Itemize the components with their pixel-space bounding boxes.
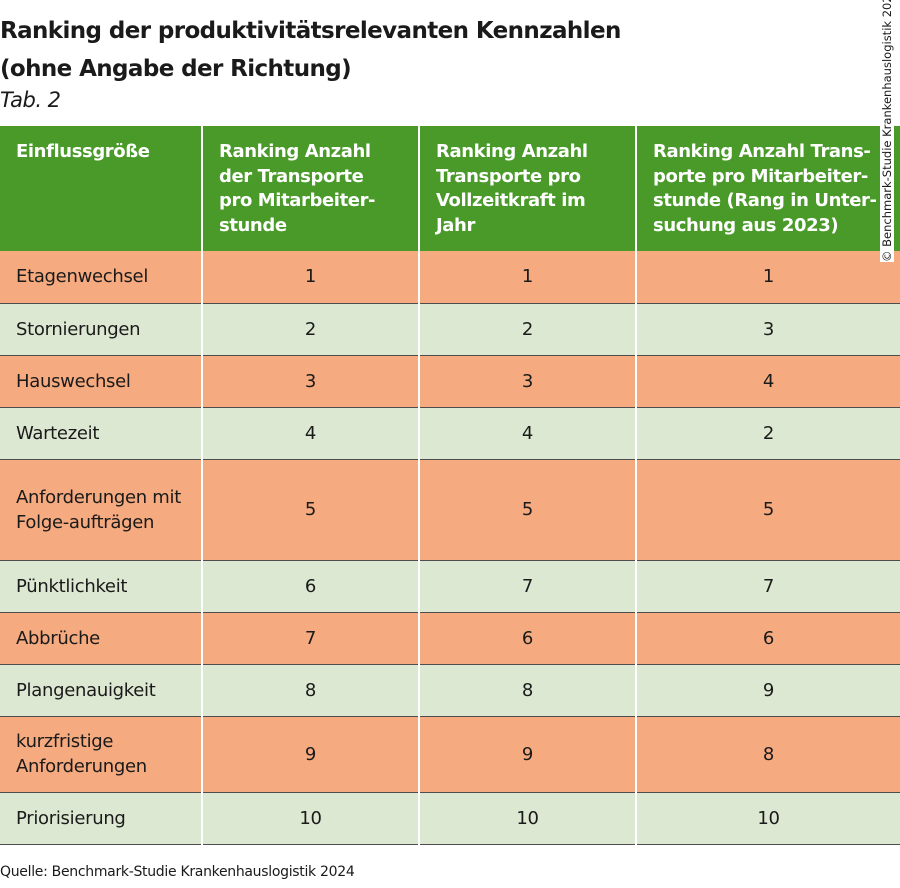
rank-per-fte-cell: 4: [419, 407, 637, 460]
rank-per-fte-cell: 7: [419, 560, 637, 613]
table-row: Pünktlichkeit 6 7 7: [0, 560, 900, 613]
rank-per-fte-cell: 1: [419, 251, 637, 304]
rank-per-fte-cell: 10: [419, 792, 637, 845]
rank-2023-cell: 2: [636, 407, 900, 460]
header-ranking-2023: Ranking Anzahl Trans-porte pro Mitarbeit…: [636, 126, 900, 251]
rank-2023-cell: 10: [636, 792, 900, 845]
title-line-2: (ohne Angabe der Richtung): [0, 56, 352, 82]
rank-per-hour-cell: 5: [202, 459, 420, 561]
rank-per-fte-cell: 9: [419, 716, 637, 793]
rank-per-hour-cell: 2: [202, 303, 420, 356]
rank-per-hour-cell: 3: [202, 355, 420, 408]
rank-2023-cell: 5: [636, 459, 900, 561]
rank-2023-cell: 7: [636, 560, 900, 613]
factor-cell: Stornierungen: [0, 303, 203, 356]
table-row: Etagenwechsel 1 1 1: [0, 251, 900, 304]
rank-2023-cell: 8: [636, 716, 900, 793]
rank-per-hour-cell: 10: [202, 792, 420, 845]
table-row: kurzfristige Anforderungen 9 9 8: [0, 716, 900, 793]
header-ranking-per-hour: Ranking Anzahl der Transporte pro Mitarb…: [202, 126, 420, 251]
factor-cell: Wartezeit: [0, 407, 203, 460]
rank-per-fte-cell: 6: [419, 612, 637, 665]
table-row: Stornierungen 2 2 3: [0, 303, 900, 356]
rank-per-fte-cell: 8: [419, 664, 637, 717]
table-row: Hauswechsel 3 3 4: [0, 355, 900, 408]
factor-cell: Hauswechsel: [0, 355, 203, 408]
table-row: Plangenauigkeit 8 8 9: [0, 664, 900, 717]
page-title: Ranking der produktivitätsrelevanten Ken…: [0, 12, 621, 88]
copyright-note: © Benchmark-Studie Krankenhauslogistik 2…: [880, 0, 894, 262]
ranking-table: Einflussgröße Ranking Anzahl der Transpo…: [0, 126, 900, 845]
table-row: Abbrüche 7 6 6: [0, 612, 900, 665]
rank-2023-cell: 4: [636, 355, 900, 408]
source-note: Quelle: Benchmark-Studie Krankenhauslogi…: [0, 864, 355, 880]
factor-cell: Plangenauigkeit: [0, 664, 203, 717]
header-row: Einflussgröße Ranking Anzahl der Transpo…: [0, 126, 900, 251]
rank-per-hour-cell: 1: [202, 251, 420, 304]
header-factor: Einflussgröße: [0, 126, 203, 251]
table-row: Priorisierung 10 10 10: [0, 792, 900, 845]
rank-per-fte-cell: 3: [419, 355, 637, 408]
rank-2023-cell: 6: [636, 612, 900, 665]
factor-cell: kurzfristige Anforderungen: [0, 716, 203, 793]
rank-per-hour-cell: 9: [202, 716, 420, 793]
rank-per-hour-cell: 7: [202, 612, 420, 665]
factor-cell: Etagenwechsel: [0, 251, 203, 304]
rank-per-hour-cell: 6: [202, 560, 420, 613]
table-row: Wartezeit 4 4 2: [0, 407, 900, 460]
rank-2023-cell: 3: [636, 303, 900, 356]
factor-cell: Abbrüche: [0, 612, 203, 665]
factor-cell: Priorisierung: [0, 792, 203, 845]
rank-per-fte-cell: 5: [419, 459, 637, 561]
rank-per-hour-cell: 8: [202, 664, 420, 717]
title-line-1: Ranking der produktivitätsrelevanten Ken…: [0, 18, 621, 44]
header-ranking-per-fte: Ranking Anzahl Transporte pro Vollzeitkr…: [419, 126, 637, 251]
table-row: Anforderungen mit Folge-aufträgen 5 5 5: [0, 459, 900, 561]
table-label: Tab. 2: [0, 88, 61, 112]
factor-cell: Anforderungen mit Folge-aufträgen: [0, 459, 203, 561]
rank-per-hour-cell: 4: [202, 407, 420, 460]
factor-cell: Pünktlichkeit: [0, 560, 203, 613]
rank-2023-cell: 1: [636, 251, 900, 304]
rank-per-fte-cell: 2: [419, 303, 637, 356]
rank-2023-cell: 9: [636, 664, 900, 717]
